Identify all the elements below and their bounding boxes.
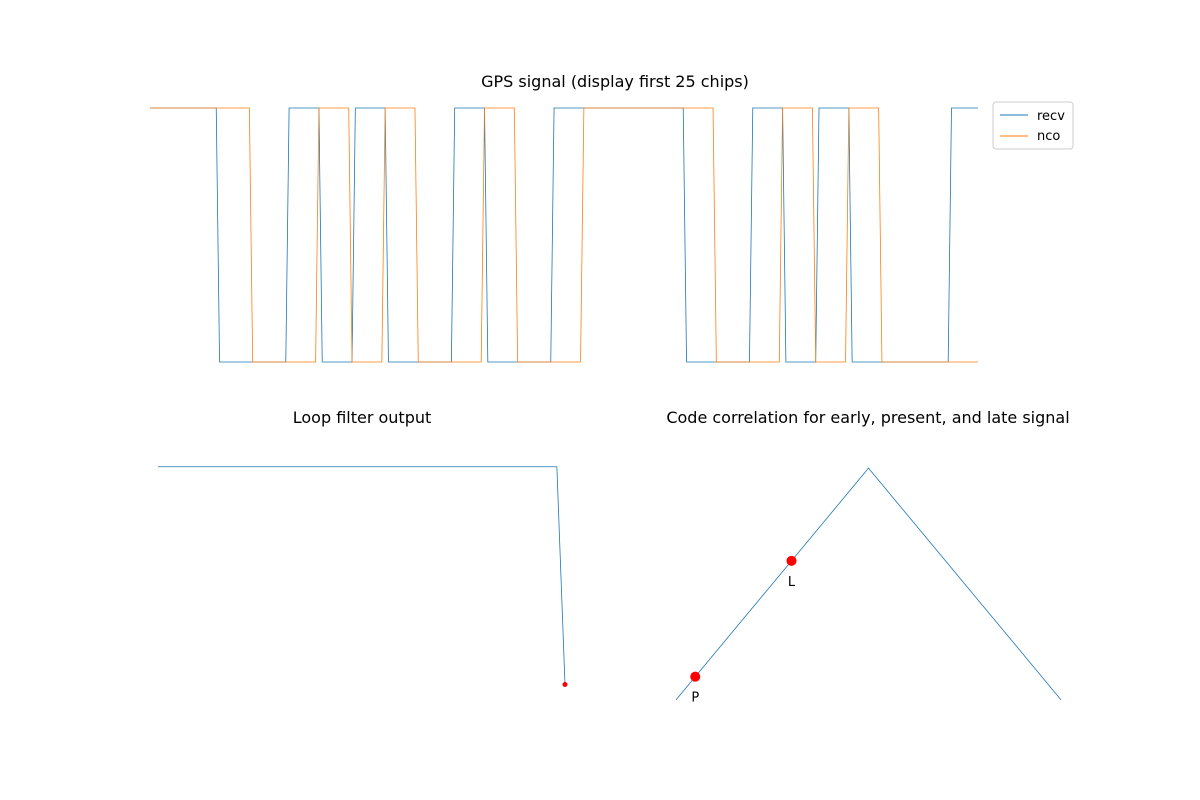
loop-filter-series-0-line	[158, 466, 566, 685]
gps-signal-panel: GPS signal (display first 25 chips) recv…	[150, 72, 1074, 363]
loop-filter-title: Loop filter output	[293, 408, 432, 427]
legend-box	[992, 101, 1074, 150]
correlation-marker-label-L: L	[788, 575, 796, 590]
code-correlation-lines: PL	[675, 467, 1062, 706]
gps-signal-legend: recv nco	[992, 101, 1074, 150]
correlation-series-0-line	[675, 467, 1062, 701]
correlation-marker-L-point	[786, 555, 797, 566]
code-correlation-panel: Code correlation for early, present, and…	[666, 408, 1069, 706]
loop-filter-marker-0-point	[562, 681, 568, 687]
gps-series-nco-line	[150, 107, 978, 363]
correlation-marker-P-point	[690, 671, 701, 682]
gps-series-recv-line	[150, 107, 978, 363]
correlation-marker-label-P: P	[691, 691, 699, 706]
code-correlation-title: Code correlation for early, present, and…	[666, 408, 1069, 427]
loop-filter-panel: Loop filter output	[158, 408, 568, 687]
loop-filter-lines	[158, 466, 568, 687]
gps-signal-title: GPS signal (display first 25 chips)	[481, 72, 749, 91]
gps-signal-lines	[150, 107, 978, 363]
legend-label-recv: recv	[1037, 109, 1065, 124]
legend-label-nco: nco	[1037, 129, 1060, 144]
